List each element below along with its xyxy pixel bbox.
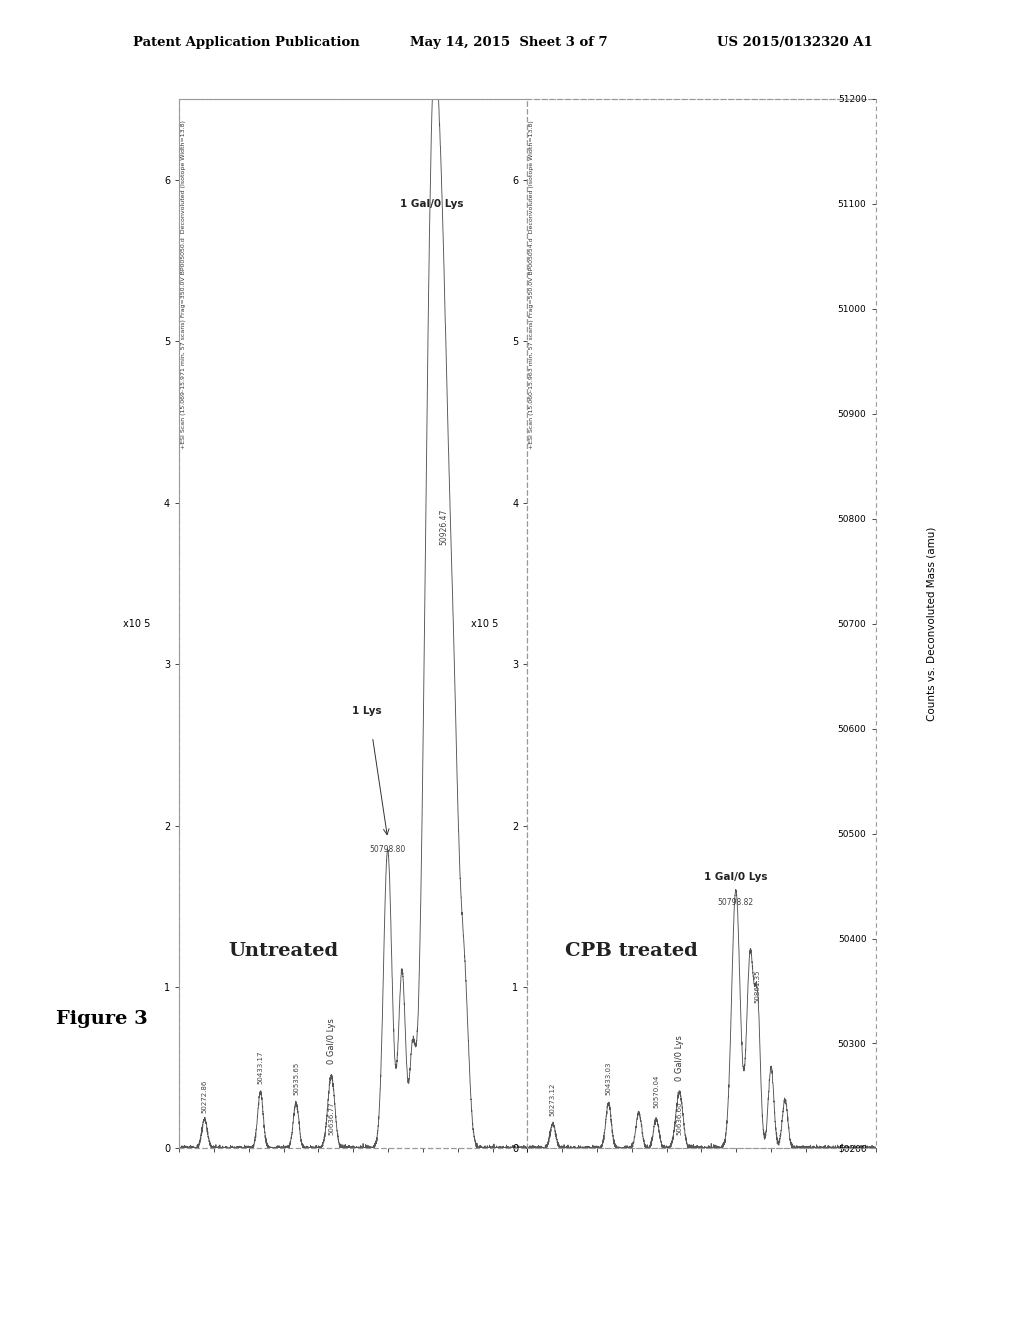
Text: x10 5: x10 5	[471, 619, 499, 628]
Text: 50926.47: 50926.47	[439, 508, 449, 545]
Text: 50861.35: 50861.35	[755, 970, 761, 1003]
Text: 50273.12: 50273.12	[550, 1082, 556, 1117]
Text: 0 Gal/0 Lys: 0 Gal/0 Lys	[327, 1019, 336, 1064]
Text: Figure 3: Figure 3	[56, 1010, 148, 1028]
Text: Patent Application Publication: Patent Application Publication	[133, 36, 359, 49]
Text: Counts vs. Deconvoluted Mass (amu): Counts vs. Deconvoluted Mass (amu)	[927, 527, 937, 721]
Text: 50570.04: 50570.04	[653, 1074, 659, 1107]
Text: 1 Lys: 1 Lys	[352, 706, 382, 715]
Text: May 14, 2015  Sheet 3 of 7: May 14, 2015 Sheet 3 of 7	[410, 36, 607, 49]
Text: Untreated: Untreated	[228, 941, 339, 960]
Text: 50535.65: 50535.65	[293, 1061, 299, 1096]
Text: +ESI Scan (15.060-15.963 min, 57 scans) Frag=550.0V BP005054.d  Deconvoluted (Is: +ESI Scan (15.060-15.963 min, 57 scans) …	[529, 120, 535, 449]
Text: 0 Gal/0 Lys: 0 Gal/0 Lys	[675, 1035, 684, 1081]
Text: 50272.86: 50272.86	[202, 1080, 208, 1113]
Text: CPB treated: CPB treated	[565, 941, 698, 960]
Text: 50636.60: 50636.60	[677, 1102, 682, 1135]
Text: 50433.03: 50433.03	[605, 1061, 611, 1096]
Text: x10 5: x10 5	[123, 619, 151, 628]
Text: +ESI Scan (15.069-15.971 min, 57 scans) Frag=350.0V BP005050.d  Deconvoluted (Is: +ESI Scan (15.069-15.971 min, 57 scans) …	[181, 120, 186, 449]
Text: 1 Gal/0 Lys: 1 Gal/0 Lys	[400, 199, 464, 209]
Text: 50433.17: 50433.17	[257, 1051, 263, 1084]
Text: US 2015/0132320 A1: US 2015/0132320 A1	[717, 36, 872, 49]
Text: 1 Gal/0 Lys: 1 Gal/0 Lys	[705, 873, 768, 882]
Text: 50798.80: 50798.80	[370, 845, 406, 854]
Text: 50636.77: 50636.77	[329, 1102, 334, 1135]
Text: 50798.82: 50798.82	[718, 898, 754, 907]
